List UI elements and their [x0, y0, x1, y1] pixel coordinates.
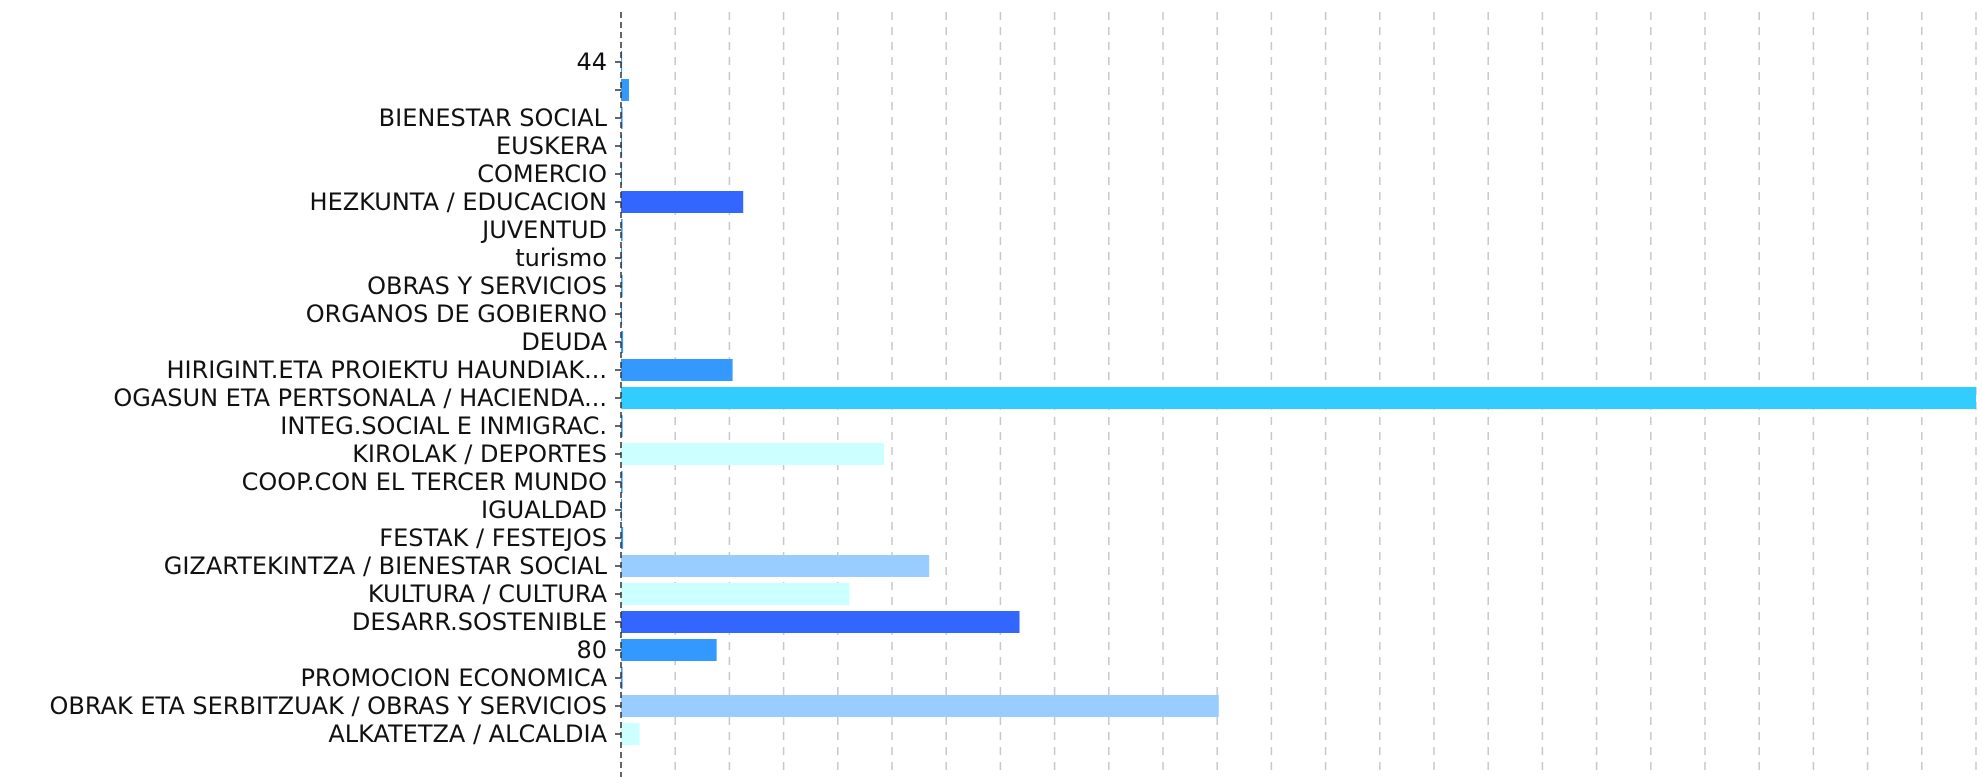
bar	[621, 275, 623, 297]
category-label: 44	[576, 48, 607, 76]
category-label: EUSKERA	[496, 132, 608, 160]
category-label: PROMOCION ECONOMICA	[300, 664, 607, 692]
category-label: GIZARTEKINTZA / BIENESTAR SOCIAL	[164, 552, 608, 580]
bar	[621, 527, 624, 549]
bar	[621, 695, 1219, 717]
y-axis	[615, 12, 622, 777]
bar	[621, 387, 1976, 409]
category-label: INTEG.SOCIAL E INMIGRAC.	[280, 412, 607, 440]
category-label: OBRAS Y SERVICIOS	[367, 272, 607, 300]
category-label: HEZKUNTA / EDUCACION	[310, 188, 607, 216]
bar	[621, 191, 744, 213]
bar	[621, 107, 623, 129]
category-label: ORGANOS DE GOBIERNO	[306, 300, 607, 328]
bar	[621, 555, 930, 577]
bar	[621, 723, 640, 745]
bar	[621, 667, 623, 689]
bar	[621, 331, 624, 353]
category-label: IGUALDAD	[481, 496, 607, 524]
bars	[621, 51, 1976, 745]
category-label: KIROLAK / DEPORTES	[352, 440, 607, 468]
bar	[621, 471, 623, 493]
category-label: DESARR.SOSTENIBLE	[352, 608, 607, 636]
category-labels: 44 BIENESTAR SOCIALEUSKERACOMERCIOHEZKUNT…	[50, 48, 608, 748]
category-label: turismo	[515, 244, 607, 272]
category-label: DEUDA	[521, 328, 607, 356]
bar	[621, 499, 623, 521]
category-label: FESTAK / FESTEJOS	[379, 524, 607, 552]
category-label: BIENESTAR SOCIAL	[379, 104, 608, 132]
category-label: OGASUN ETA PERTSONALA / HACIENDA...	[113, 384, 607, 412]
bar	[621, 583, 850, 605]
bar	[621, 219, 623, 241]
category-label: JUVENTUD	[480, 216, 607, 244]
bar	[621, 79, 629, 101]
bar	[621, 359, 733, 381]
bar	[621, 611, 1020, 633]
category-label: COOP.CON EL TERCER MUNDO	[242, 468, 607, 496]
category-label: 80	[576, 636, 607, 664]
category-label: ALKATETZA / ALCALDIA	[328, 720, 607, 748]
bar	[621, 443, 885, 465]
category-label: KULTURA / CULTURA	[368, 580, 608, 608]
category-label: COMERCIO	[477, 160, 607, 188]
category-label: OBRAK ETA SERBITZUAK / OBRAS Y SERVICIOS	[50, 692, 607, 720]
category-label: HIRIGINT.ETA PROIEKTU HAUNDIAK...	[166, 356, 607, 384]
bar	[621, 415, 623, 437]
bar	[621, 639, 717, 661]
